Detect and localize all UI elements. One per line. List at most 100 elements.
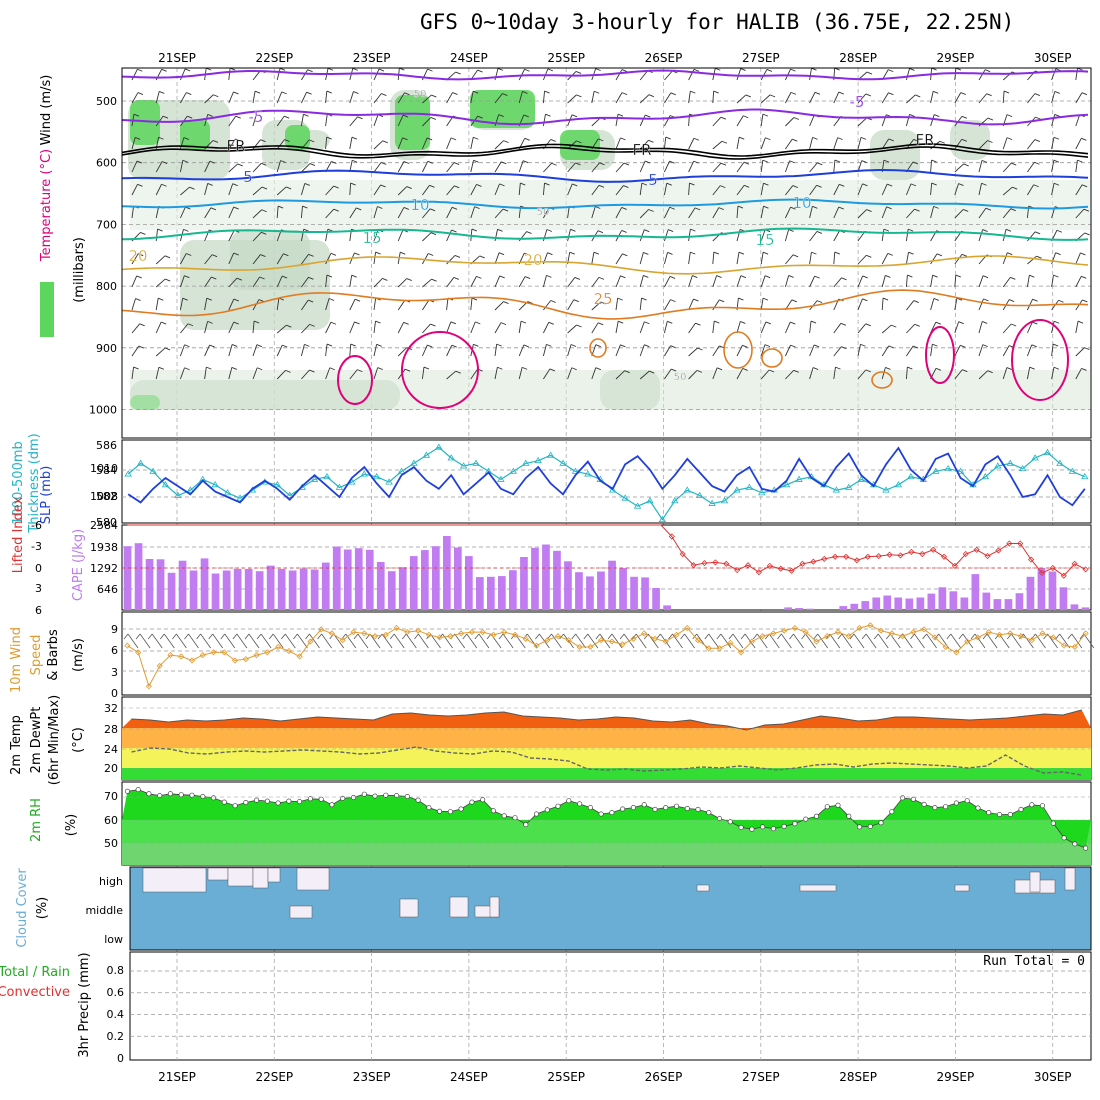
barb-flag <box>738 251 745 255</box>
barb-flag <box>1007 252 1013 256</box>
barb-flag <box>502 93 508 96</box>
barb-flag <box>1033 184 1039 188</box>
cape-bar <box>310 569 319 610</box>
barb <box>663 252 668 265</box>
barb-flag <box>330 252 337 256</box>
thickness-point <box>621 494 629 501</box>
temp-tick-label: 28 <box>104 723 118 736</box>
barb-flag <box>161 161 168 164</box>
barb <box>1075 68 1078 81</box>
wind-speed-point <box>748 638 755 645</box>
barb-flag <box>450 321 457 325</box>
wind-barbs-upper <box>131 67 1090 380</box>
barb <box>276 324 287 334</box>
li-point <box>842 553 850 560</box>
barb <box>325 322 332 334</box>
barb-flag <box>811 251 817 255</box>
barb-flag <box>617 113 624 117</box>
barb-flag <box>426 137 433 141</box>
barb <box>760 114 764 127</box>
rh-point <box>167 791 173 797</box>
slp-panel-frame <box>121 439 1092 524</box>
rh-point <box>878 820 884 826</box>
rh-point <box>738 824 744 830</box>
thickness-point <box>211 481 219 488</box>
rh-point <box>598 811 604 817</box>
barb <box>325 344 328 357</box>
barb-flag <box>430 232 437 236</box>
barb <box>276 370 286 380</box>
barb-flag <box>183 228 189 232</box>
temp-band-orange <box>122 728 1091 748</box>
barb-flag <box>352 67 358 71</box>
rh-point <box>813 813 819 819</box>
barb <box>688 229 691 242</box>
thickness-point <box>782 481 791 488</box>
barb <box>325 298 330 311</box>
cape-bar <box>365 549 374 610</box>
barb <box>712 90 715 104</box>
cape-tick-label: 1938 <box>90 541 118 554</box>
barb <box>1002 162 1012 173</box>
barb-flag <box>624 370 630 374</box>
barb <box>1051 137 1055 150</box>
barb-flag <box>258 299 265 302</box>
li-point <box>1071 560 1078 567</box>
rh-point <box>824 804 830 810</box>
isotherm-minus10 <box>121 69 1089 81</box>
barb <box>591 117 601 127</box>
barb-flag <box>742 368 748 371</box>
barb <box>809 252 812 265</box>
barb-flag <box>1053 366 1060 370</box>
barb <box>708 633 720 649</box>
rh-point <box>135 787 141 793</box>
barb <box>349 275 353 288</box>
barb-flag <box>788 275 794 278</box>
rh-point <box>910 796 916 802</box>
barb-flag <box>987 140 993 143</box>
barb <box>179 275 185 288</box>
barb-flag <box>714 320 720 324</box>
barb-flag <box>689 182 695 186</box>
rh-point <box>867 823 873 829</box>
barb <box>543 368 551 380</box>
barb <box>881 324 892 334</box>
ylabel-2m-temp: 2m Temp <box>9 715 24 775</box>
barb <box>446 92 453 104</box>
barb <box>833 184 840 196</box>
rh-point <box>620 806 626 812</box>
li-point <box>1038 569 1046 576</box>
wind-speed-point <box>694 637 702 644</box>
li-point <box>777 565 784 572</box>
barb <box>639 160 646 173</box>
barb-flag <box>329 367 335 371</box>
cape-bar <box>531 547 539 610</box>
barb-flag <box>497 67 504 71</box>
barb-flag <box>524 252 530 256</box>
rh-point <box>835 802 841 808</box>
rh-point <box>889 809 895 815</box>
barb <box>494 183 500 196</box>
cape-bar <box>1048 571 1057 610</box>
date-label-bottom: 25SEP <box>547 1070 585 1084</box>
barb <box>252 344 258 357</box>
barb-flag <box>284 139 290 142</box>
barb <box>1051 367 1055 380</box>
barb <box>906 300 915 311</box>
ylabel-total-rain: Total / Rain <box>0 965 70 980</box>
barb <box>664 92 672 104</box>
barb-flag <box>620 137 626 141</box>
barb <box>1002 277 1011 288</box>
barb <box>1075 368 1082 380</box>
barb-flag <box>253 320 260 324</box>
barb-flag <box>690 90 696 94</box>
barb <box>494 140 504 150</box>
rh-point <box>544 807 550 813</box>
barb-flag <box>232 633 238 640</box>
barb-flag <box>598 276 605 280</box>
barb-flag <box>257 367 263 371</box>
wind-speed-point <box>759 633 766 640</box>
cape-bar <box>652 588 660 610</box>
thickness-point <box>273 481 281 488</box>
cloud-gap <box>489 896 500 918</box>
